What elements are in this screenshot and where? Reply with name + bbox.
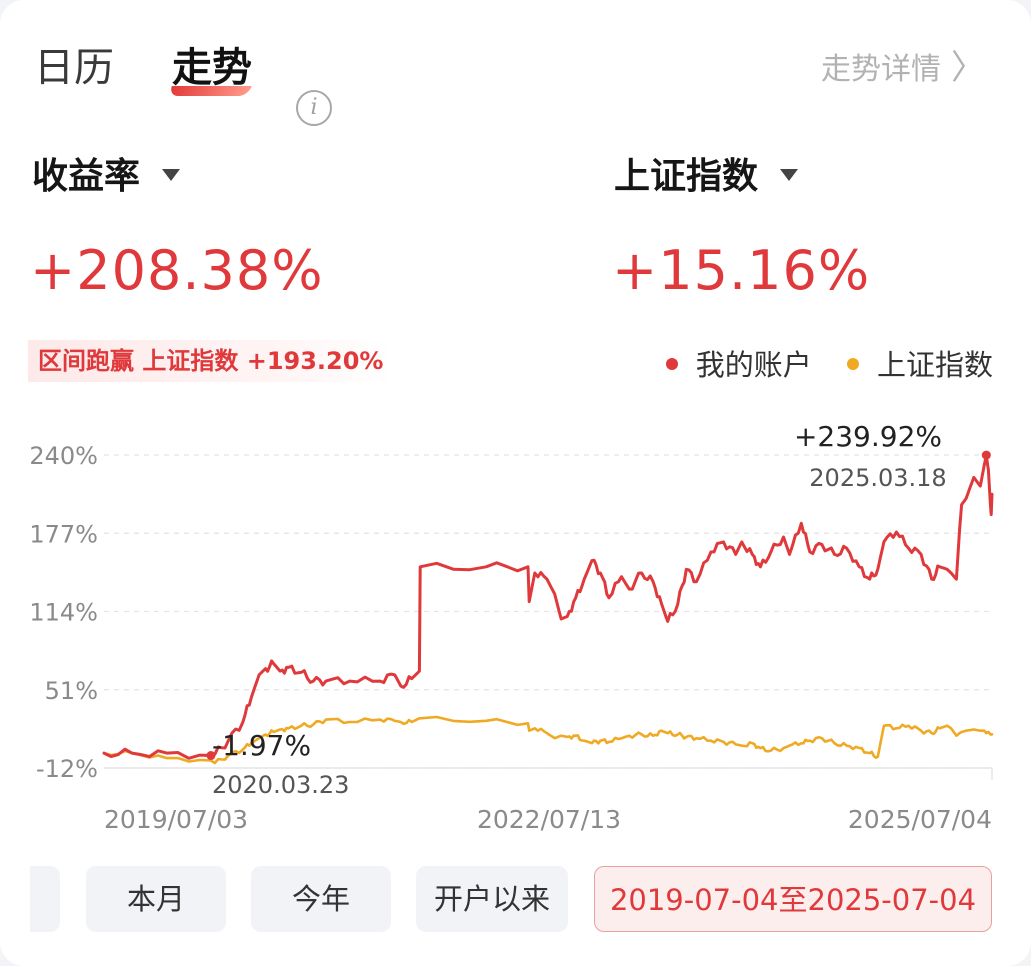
range-selector: 本月 今年 开户以来 2019-07-04至2025-07-04 <box>0 866 1031 934</box>
trend-detail-label: 走势详情 <box>821 52 941 87</box>
y-tick-label: 240% <box>29 442 98 470</box>
trend-detail-link[interactable]: 走势详情 〉 <box>821 46 985 92</box>
range-button-custom[interactable]: 2019-07-04至2025-07-04 <box>594 866 992 932</box>
legend-dot <box>846 358 859 370</box>
active-tab-indicator <box>168 86 252 96</box>
x-tick-label: 2025/07/04 <box>848 805 992 834</box>
info-icon[interactable]: i <box>296 90 332 126</box>
return-rate-label: 收益率 <box>32 156 141 197</box>
range-button-year[interactable]: 今年 <box>251 866 391 932</box>
range-button-hidden[interactable] <box>30 866 60 932</box>
caret-down-icon <box>780 169 799 181</box>
y-tick-label: 114% <box>29 599 98 627</box>
caret-down-icon <box>162 169 181 181</box>
legend-item-account: 我的账户 <box>665 342 812 384</box>
annotation-point <box>981 450 991 460</box>
legend-label: 上证指数 <box>876 348 993 382</box>
benchmark-selector[interactable]: 上证指数 <box>614 152 799 202</box>
range-button-month[interactable]: 本月 <box>86 866 226 932</box>
annotation-date-label: 2020.03.23 <box>212 771 349 799</box>
chart-legend: 我的账户 上证指数 <box>640 342 993 384</box>
trend-chart[interactable]: 240% 177% 114% 51% -12%2019/07/03 2022/07/13 2… <box>0 400 1031 840</box>
benchmark-label: 上证指数 <box>614 156 759 197</box>
legend-dot <box>665 358 678 370</box>
return-rate-value: +208.38% <box>30 239 324 302</box>
annotation-date-label: 2025.03.18 <box>809 464 946 492</box>
y-tick-label: 51% <box>45 677 98 705</box>
benchmark-value: +15.16% <box>612 239 871 302</box>
x-tick-label: 2022/07/13 <box>477 805 621 834</box>
x-tick-label: 2019/07/03 <box>104 805 248 834</box>
legend-item-index: 上证指数 <box>846 342 993 384</box>
annotation-value-label: -1.97% <box>212 729 311 762</box>
legend-label: 我的账户 <box>695 348 812 382</box>
y-tick-label: 177% <box>29 520 98 548</box>
range-button-since-open[interactable]: 开户以来 <box>416 866 568 932</box>
y-tick-label: -12% <box>36 755 98 783</box>
chevron-right-icon: 〉 <box>951 48 985 88</box>
annotation-point <box>206 751 216 761</box>
tab-trend[interactable]: 走势 <box>172 45 252 91</box>
annotation-value-label: +239.92% <box>794 420 942 453</box>
series-line-account <box>102 453 994 760</box>
tab-calendar[interactable]: 日历 <box>34 45 114 91</box>
outperform-badge: 区间跑赢 上证指数 +193.20% <box>28 340 394 382</box>
return-rate-selector[interactable]: 收益率 <box>32 152 181 202</box>
series-line-index <box>102 715 994 765</box>
